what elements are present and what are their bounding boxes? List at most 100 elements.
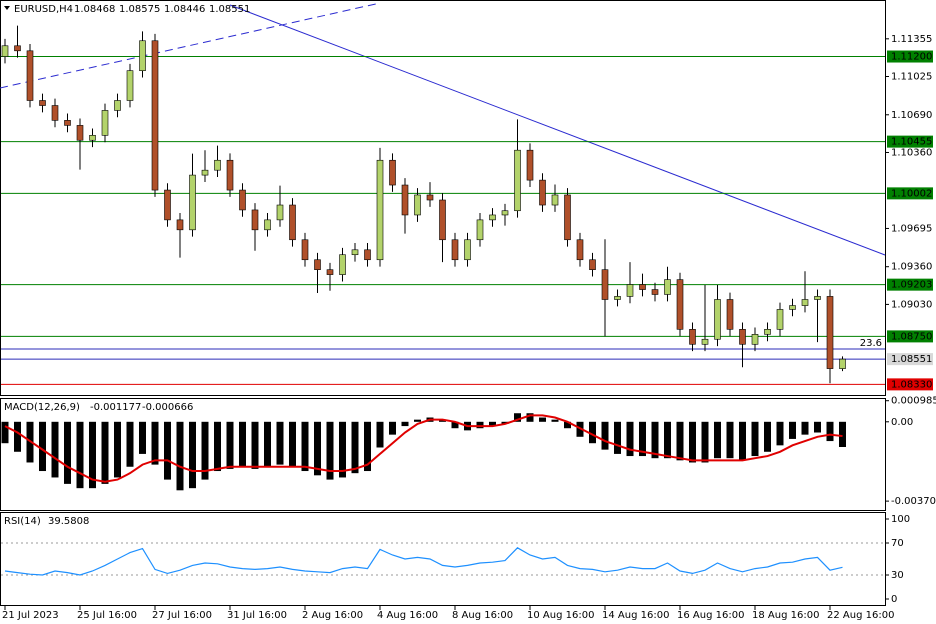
macd-bar [814, 421, 821, 433]
candle-body [664, 279, 671, 295]
candle-body [464, 239, 471, 261]
macd-bar [664, 421, 671, 459]
level-price-label: 1.08330 [891, 379, 932, 390]
macd-bar [376, 421, 384, 448]
level-price-box [887, 187, 933, 200]
candle-body [839, 358, 846, 369]
macd-bar [639, 421, 646, 457]
candle-body [264, 219, 271, 231]
level-price-label: 1.11200 [891, 52, 932, 63]
candle-body [764, 329, 771, 335]
candle-body [589, 259, 596, 270]
candle-body [714, 299, 721, 340]
candle-body [251, 209, 259, 231]
macd-bar [139, 421, 146, 454]
macd-bar [514, 413, 521, 422]
trend-line [229, 4, 886, 256]
level-price-label: 1.10455 [891, 137, 932, 148]
macd-bar [51, 421, 59, 478]
candle-body [301, 239, 309, 261]
level-price-box [887, 135, 933, 148]
macd-bar [76, 421, 84, 489]
header-low: 1.08446 [164, 4, 205, 15]
macd-bar [351, 421, 359, 474]
macd-bar [264, 421, 271, 467]
x-tick-label: 16 Aug 16:00 [677, 610, 744, 621]
candle-body [514, 149, 521, 212]
macd-bar [501, 421, 509, 424]
macd-bar [189, 421, 196, 489]
x-tick-label: 31 Jul 16:00 [227, 610, 287, 621]
x-tick-label: 27 Jul 16:00 [152, 610, 212, 621]
title-arrow [4, 6, 10, 10]
candle-body [76, 125, 84, 141]
candle-body [601, 269, 609, 300]
macd-bar [589, 421, 596, 444]
x-tick-label: 25 Jul 16:00 [77, 610, 137, 621]
candle-body [26, 50, 34, 101]
macd-bar [164, 421, 171, 480]
macd-bar [839, 421, 846, 447]
y-tick-label: 1.09030 [891, 299, 932, 310]
macd-bar [14, 421, 21, 452]
candle-body [689, 329, 696, 345]
candle-body [814, 296, 821, 300]
candle-body [439, 199, 446, 241]
candle-body [789, 305, 796, 310]
candle-body [14, 45, 21, 52]
candle-body [1, 45, 9, 57]
candle-body [776, 309, 784, 330]
header-high: 1.08575 [119, 4, 160, 15]
level-price-label: 1.09203 [891, 280, 932, 291]
level-price-box [887, 50, 933, 63]
level-price-label: 1.10002 [891, 188, 932, 199]
main-panel [0, 0, 886, 396]
candle-body [401, 184, 409, 216]
x-tick-label: 18 Aug 16:00 [752, 610, 819, 621]
macd-bar [101, 421, 109, 484]
macd-bar [214, 421, 221, 472]
macd-bar [551, 419, 559, 422]
signal-line [4, 414, 843, 483]
rsi-panel [0, 512, 886, 606]
candle-body [389, 159, 396, 186]
macd-bar [689, 421, 696, 463]
macd-bar [676, 421, 684, 461]
level-price-box [887, 378, 933, 391]
macd-bar [439, 419, 446, 422]
macd-bar [526, 413, 534, 422]
x-tick-label: 2 Aug 16:00 [302, 610, 363, 621]
candle-body [826, 296, 834, 369]
macd-bar [239, 421, 246, 467]
indicator-title: RSI(14) [4, 516, 41, 527]
macd-bar [176, 421, 184, 491]
y-tick-label: 1.11025 [891, 72, 932, 83]
macd-bar [276, 421, 284, 465]
macd-panel [0, 398, 886, 511]
y-tick-label: 1.09360 [891, 262, 932, 273]
macd-bar [564, 421, 571, 429]
macd-bar [401, 421, 409, 427]
candle-body [751, 334, 759, 345]
candle-body [576, 239, 584, 261]
candle-body [176, 219, 184, 231]
level-price-label: 1.08551 [891, 354, 932, 365]
candle-body [739, 329, 746, 345]
rsi-value: 39.5808 [48, 516, 89, 527]
candle-body [189, 174, 196, 231]
macd-bar [739, 421, 746, 461]
macd-bar [626, 421, 634, 457]
level-price-label: 1.08750 [891, 331, 932, 342]
macd-bar [776, 421, 784, 446]
candle-body [151, 40, 159, 191]
y-tick-label: 0.00 [891, 417, 913, 428]
macd-bar [114, 421, 121, 478]
trend-line-dashed [0, 2, 381, 89]
candle-body [526, 149, 534, 181]
macd-bar [726, 421, 734, 459]
y-tick-label: 30 [891, 570, 904, 581]
y-tick-label: 1.10690 [891, 110, 932, 121]
macd-bar [801, 421, 809, 435]
candle-body [126, 70, 134, 101]
